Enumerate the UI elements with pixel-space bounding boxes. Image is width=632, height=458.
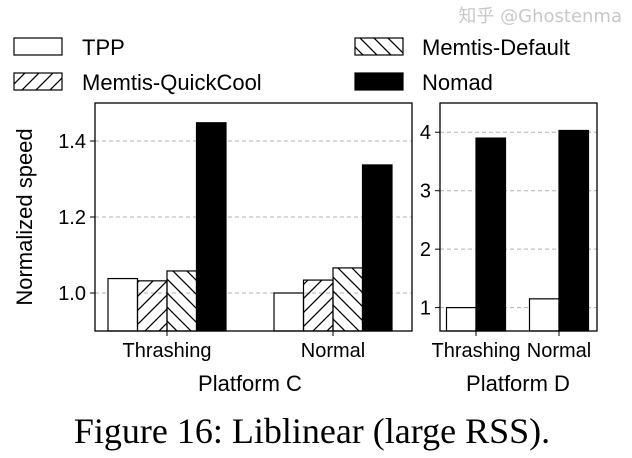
x-tick-label: Thrashing xyxy=(432,340,521,362)
bar-memtis-quickcool-thrashing xyxy=(136,280,168,332)
y-tick-label: 2 xyxy=(420,239,431,261)
legend-label-default: Memtis-Default xyxy=(422,35,570,60)
bar-memtis-default-normal xyxy=(332,267,364,332)
y-tick-label: 1.2 xyxy=(58,207,86,229)
y-tick-label: 4 xyxy=(420,122,431,144)
watermark: 知乎 @Ghostenma xyxy=(458,6,622,27)
bar-tpp-normal xyxy=(273,292,305,332)
y-tick-label: 3 xyxy=(420,181,431,203)
x-tick-label: Normal xyxy=(527,340,591,362)
legend-swatch-tpp xyxy=(13,37,63,56)
plots: 1.0 1.2 1.4 Thrashing Normal 1 2 3 4 Thrashing Nor… xyxy=(58,102,598,362)
axes-frame xyxy=(94,102,413,332)
y-axis-label: Normalized speed xyxy=(12,128,37,305)
legend-label-tpp: TPP xyxy=(82,35,125,60)
plot-0: 1.0 1.2 1.4 Thrashing Normal xyxy=(58,102,413,362)
bar-tpp-thrashing xyxy=(107,277,139,332)
bar-nomad-normal xyxy=(558,129,590,332)
bar-tpp-normal xyxy=(528,298,560,332)
y-tick-label: 1 xyxy=(420,298,431,320)
legend-label-nomad: Nomad xyxy=(422,70,493,95)
legend-swatch-nomad xyxy=(354,72,404,91)
bar-nomad-thrashing xyxy=(475,137,507,332)
bar-nomad-normal xyxy=(361,164,393,332)
legend-swatch-default xyxy=(354,37,404,56)
bar-nomad-thrashing xyxy=(195,122,227,332)
x-axis-label-platform-c: Platform C xyxy=(198,371,302,396)
bar-tpp-thrashing xyxy=(445,307,477,332)
y-tick-label: 1.4 xyxy=(58,131,86,153)
x-tick-label: Thrashing xyxy=(123,340,212,362)
legend: TPP Memtis-QuickCool Memtis-Default Noma… xyxy=(13,35,570,95)
legend-swatch-quickcool xyxy=(13,72,63,91)
x-axis-label-platform-d: Platform D xyxy=(466,371,570,396)
bar-memtis-default-thrashing xyxy=(166,270,198,332)
figure-caption: Figure 16: Liblinear (large RSS). xyxy=(74,411,550,451)
plot-1: 1 2 3 4 Thrashing Normal xyxy=(420,102,598,362)
x-tick-label: Normal xyxy=(301,340,365,362)
axes-frame xyxy=(439,102,598,332)
bar-memtis-quickcool-normal xyxy=(302,279,334,332)
legend-label-quickcool: Memtis-QuickCool xyxy=(82,70,262,95)
y-tick-label: 1.0 xyxy=(58,283,86,305)
